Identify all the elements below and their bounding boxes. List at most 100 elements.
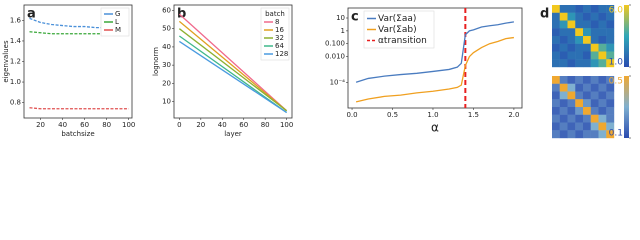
- heatmap-cell: [559, 122, 568, 131]
- x-tick-label: 80: [261, 121, 270, 129]
- heatmap-cell: [559, 43, 568, 52]
- panel-label: b: [177, 7, 186, 22]
- heatmap-cell: [606, 130, 615, 139]
- y-axis-label: lognorm: [152, 47, 160, 76]
- x-axis-label: layer: [224, 130, 242, 138]
- colorbar: [624, 76, 629, 138]
- heatmap-cell: [567, 91, 576, 100]
- legend-label: Var(Σab): [378, 25, 417, 35]
- heatmap-cell: [590, 43, 599, 52]
- heatmap-cell: [575, 12, 584, 21]
- heatmap-cell: [590, 12, 599, 21]
- heatmap-cell: [552, 130, 560, 139]
- y-axis-label: eigenvalues: [2, 40, 10, 83]
- heatmap-cell: [598, 36, 607, 44]
- heatmap-cell: [583, 114, 591, 123]
- heatmap-cell: [598, 91, 607, 100]
- heatmap-cell: [567, 114, 576, 123]
- plot-frame: [173, 4, 293, 119]
- legend-label: 32: [275, 34, 284, 42]
- heatmap-cell: [598, 114, 607, 123]
- heatmap-cell: [559, 99, 568, 108]
- heatmap-cell: [552, 5, 560, 13]
- heatmap-cell: [552, 99, 560, 108]
- heatmap-cell: [590, 91, 599, 100]
- panel-label: c: [351, 10, 359, 25]
- y-tick-label: 0.100: [325, 40, 345, 48]
- x-tick-label: 60: [80, 121, 89, 129]
- heatmap-cell: [567, 59, 576, 68]
- heatmap-cell: [575, 59, 584, 68]
- heatmap-cell: [559, 51, 568, 60]
- heatmap-cell: [552, 43, 560, 52]
- heatmap-cell: [575, 114, 584, 123]
- heatmap-cell: [606, 83, 615, 92]
- heatmap-cell: [606, 122, 615, 131]
- heatmap-cell: [598, 107, 607, 115]
- heatmap-cell: [559, 20, 568, 29]
- series-line: [178, 20, 288, 112]
- heatmap-cell: [567, 20, 576, 29]
- heatmap-cell: [552, 20, 560, 29]
- heatmap-cell: [590, 20, 599, 29]
- heatmap-cell: [575, 107, 584, 115]
- x-tick-label: 20: [36, 121, 45, 129]
- heatmap-cell: [552, 51, 560, 60]
- y-tick-label: 1.6: [10, 16, 22, 24]
- heatmap-cell: [606, 99, 615, 108]
- heatmap-cell: [559, 114, 568, 123]
- series-line: [178, 35, 288, 114]
- heatmap-cell: [567, 36, 576, 44]
- heatmap-cell: [606, 5, 615, 13]
- heatmap-cell: [606, 51, 615, 60]
- x-tick-label: 0.0: [346, 111, 357, 119]
- x-tick-label: 40: [58, 121, 67, 129]
- legend-label: G: [115, 10, 120, 18]
- heatmap-cell: [575, 91, 584, 100]
- x-tick-label: 0.5: [387, 111, 398, 119]
- colorbar-tick-label: 6.0: [609, 6, 624, 16]
- y-tick-label: 10: [336, 14, 345, 22]
- series-line: [29, 107, 129, 110]
- heatmap-cell: [590, 83, 599, 92]
- heatmap-cell: [559, 59, 568, 68]
- y-tick-label: 1: [341, 27, 345, 35]
- heatmap-cell: [552, 122, 560, 131]
- heatmap-cell: [590, 114, 599, 123]
- heatmap-cell: [590, 107, 599, 115]
- heatmap-cell: [575, 51, 584, 60]
- heatmap-cell: [606, 114, 615, 123]
- heatmap-cell: [559, 83, 568, 92]
- heatmap-cell: [559, 36, 568, 44]
- x-tick-label: 2.0: [508, 111, 519, 119]
- x-tick-label: 0: [177, 121, 181, 129]
- heatmap-cell: [575, 36, 584, 44]
- heatmap-cell: [559, 130, 568, 139]
- heatmap-cell: [598, 83, 607, 92]
- heatmap-cell: [567, 51, 576, 60]
- x-tick-label: 100: [280, 121, 293, 129]
- heatmap-cell: [598, 122, 607, 131]
- heatmap-cell: [583, 107, 591, 115]
- legend-label: 8: [275, 18, 279, 26]
- heatmap-cell: [606, 107, 615, 115]
- heatmap-cell: [606, 12, 615, 21]
- heatmap-cell: [590, 51, 599, 60]
- heatmap-cell: [575, 83, 584, 92]
- heatmap-cell: [567, 43, 576, 52]
- legend-label: L: [115, 18, 119, 26]
- panel-label: a: [27, 7, 36, 22]
- heatmap-cell: [598, 130, 607, 139]
- heatmap-cell: [559, 76, 568, 84]
- heatmap-cell: [598, 5, 607, 13]
- heatmap-cell: [583, 43, 591, 52]
- heatmap-cell: [575, 20, 584, 29]
- x-tick-label: 100: [122, 121, 135, 129]
- legend-title: batch: [265, 10, 285, 18]
- heatmap-cell: [552, 28, 560, 37]
- heatmap-cell: [598, 28, 607, 37]
- heatmap-cell: [606, 28, 615, 37]
- heatmap-cell: [606, 76, 615, 84]
- heatmap-cell: [567, 76, 576, 84]
- y-tick-label: 0.010: [325, 53, 345, 61]
